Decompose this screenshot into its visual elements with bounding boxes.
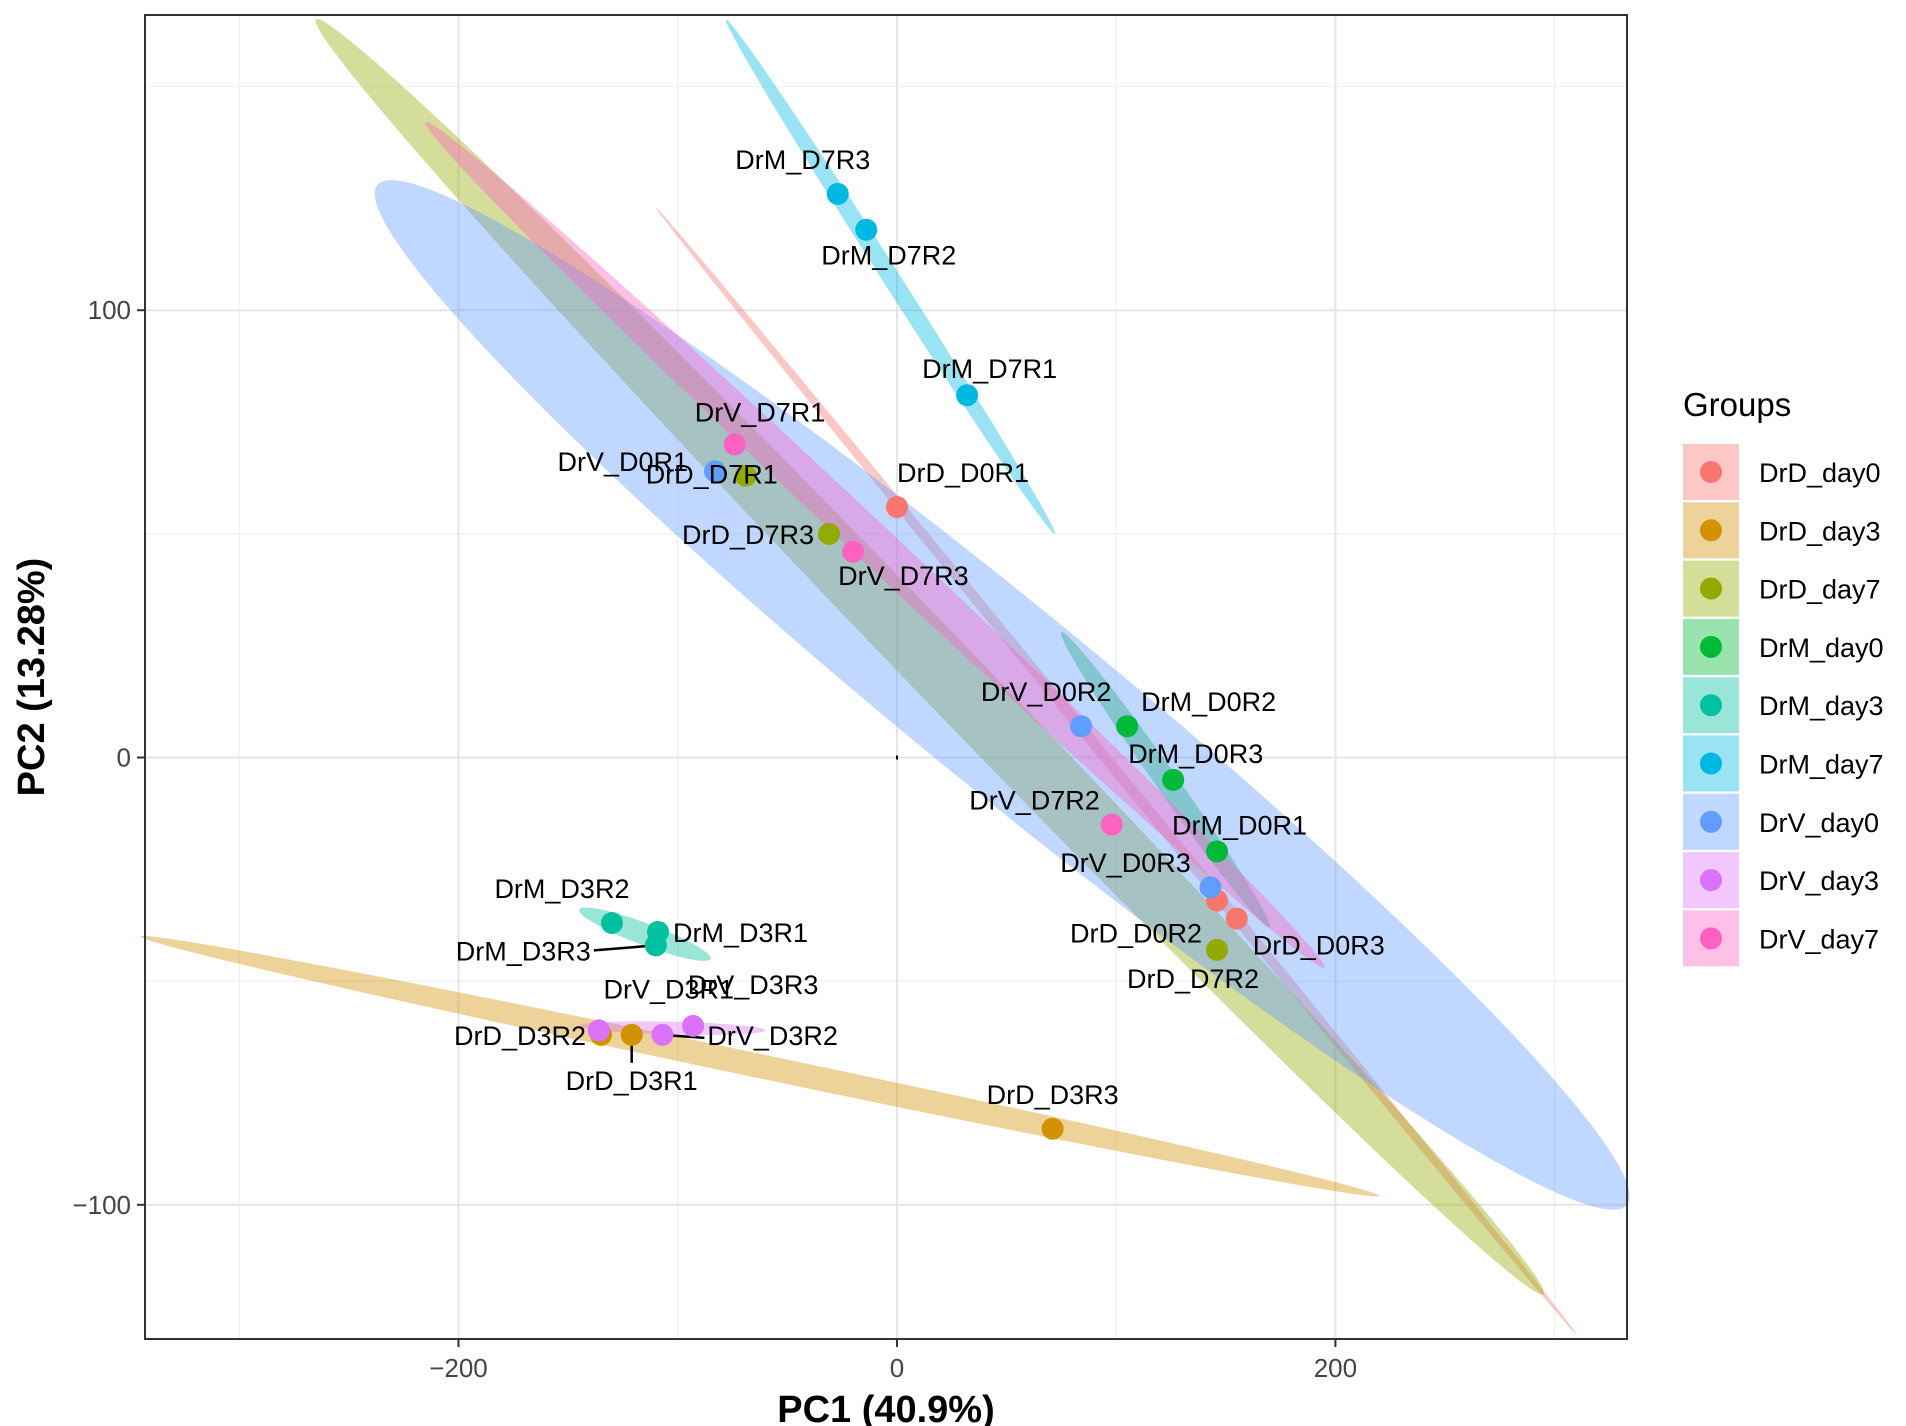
legend-point-DrV_day0 [1700, 810, 1722, 833]
label-DrD_D3R1: DrD_D3R1 [566, 1066, 698, 1096]
point-labels: DrD_D0R1 DrD_D0R2 DrD_D0R3 DrD_D3R1 DrD_D3R2… [454, 145, 1385, 1110]
point-DrV_D0R3 [1199, 876, 1222, 899]
legend: Groups DrD_day0 DrD_day3 DrD_day7 DrM_day0 D… [1683, 386, 1884, 967]
major-gridlines [145, 15, 1627, 1339]
label-DrM_D3R1: DrM_D3R1 [673, 918, 808, 948]
point-DrV_D3R3 [682, 1014, 705, 1037]
legend-point-DrD_day3 [1700, 519, 1722, 542]
x-axis-title: PC1 (40.9%) [777, 1389, 995, 1426]
label-DrD_D7R1: DrD_D7R1 [646, 460, 778, 490]
legend-label-DrV_day7: DrV_day7 [1759, 924, 1879, 954]
point-DrD_D7R1 [734, 464, 757, 487]
label-DrV_D0R2: DrV_D0R2 [981, 677, 1112, 707]
ellipse-DrD_day0 [655, 207, 1577, 1335]
data-points [587, 182, 1248, 1140]
legend-point-DrM_day7 [1700, 752, 1722, 775]
y-axis: 100 0 −100 [72, 295, 145, 1220]
point-DrM_D7R3 [826, 182, 849, 205]
point-DrD_D7R2 [1206, 938, 1229, 961]
legend-point-DrM_day3 [1700, 694, 1722, 717]
label-DrV_D7R2: DrV_D7R2 [969, 786, 1100, 816]
legend-label-DrM_day3: DrM_day3 [1759, 691, 1884, 721]
ellipse-DrM_day7 [725, 19, 1055, 534]
x-tick-label: 200 [1314, 1353, 1357, 1383]
legend-point-DrM_day0 [1700, 635, 1722, 658]
x-tick-label: −200 [429, 1353, 488, 1383]
y-tick-label: 0 [117, 743, 131, 773]
panel-background [145, 15, 1627, 1339]
legend-point-DrV_day3 [1700, 869, 1722, 892]
legend-label-DrM_day0: DrM_day0 [1759, 633, 1884, 663]
legend-label-DrD_day7: DrD_day7 [1759, 575, 1881, 605]
group-ellipses [140, 19, 1630, 1335]
legend-title: Groups [1683, 386, 1791, 423]
point-DrD_D3R1 [620, 1023, 643, 1046]
legend-label-DrV_day0: DrV_day0 [1759, 808, 1879, 838]
x-tick-label: 0 [890, 1353, 904, 1383]
legend-point-DrV_day7 [1700, 927, 1722, 950]
label-DrM_D3R3: DrM_D3R3 [456, 936, 591, 966]
label-DrM_D7R3: DrM_D7R3 [735, 145, 870, 175]
point-DrM_D7R2 [855, 218, 878, 241]
label-DrV_D3R1: DrV_D3R1 [604, 974, 735, 1004]
ellipse-DrV_day7 [425, 122, 1325, 968]
label-DrD_D0R2: DrD_D0R2 [1070, 919, 1202, 949]
ellipse-DrD_day3 [140, 935, 1380, 1197]
y-axis-title: PC2 (13.28%) [11, 558, 53, 797]
label-DrD_D0R1: DrD_D0R1 [897, 458, 1029, 488]
label-DrV_D3R2: DrV_D3R2 [707, 1021, 838, 1051]
legend-label-DrD_day0: DrD_day0 [1759, 458, 1881, 488]
point-DrV_D7R3 [842, 540, 865, 563]
label-DrD_D3R3: DrD_D3R3 [987, 1080, 1119, 1110]
label-DrM_D7R2: DrM_D7R2 [821, 241, 956, 271]
panel-border [144, 14, 1628, 1340]
point-DrM_D3R3 [644, 934, 667, 957]
point-DrM_D0R2 [1116, 715, 1139, 738]
point-DrM_D0R1 [1206, 840, 1229, 863]
point-DrM_D3R2 [600, 912, 623, 935]
point-DrD_D0R3 [1225, 907, 1248, 930]
label-DrV_D3R3: DrV_D3R3 [688, 970, 819, 1000]
legend-point-DrD_day0 [1700, 461, 1722, 483]
point-DrV_D0R1 [704, 460, 726, 483]
point-DrV_D7R2 [1100, 813, 1123, 836]
point-DrM_D7R1 [956, 384, 979, 407]
label-DrD_D3R2: DrD_D3R2 [454, 1021, 586, 1051]
point-DrV_D7R1 [723, 433, 746, 456]
label-DrM_D0R2: DrM_D0R2 [1141, 687, 1276, 717]
label-DrV_D7R1: DrV_D7R1 [695, 397, 826, 427]
label-DrD_D7R3: DrD_D7R3 [682, 520, 814, 550]
point-DrM_D0R3 [1162, 768, 1185, 791]
legend-label-DrD_day3: DrD_day3 [1759, 516, 1881, 546]
label-DrM_D0R1: DrM_D0R1 [1172, 810, 1307, 840]
point-DrD_D3R3 [1041, 1117, 1064, 1140]
point-DrV_D3R2 [651, 1023, 674, 1046]
minor-gridlines [145, 15, 1627, 1339]
ellipse-DrV_day0 [374, 180, 1630, 1210]
ellipse-DrD_day7 [315, 19, 1545, 1295]
y-tick-label: 100 [88, 295, 131, 325]
label-DrD_D7R2: DrD_D7R2 [1127, 964, 1259, 994]
point-DrV_D3R1 [587, 1019, 610, 1042]
label-DrV_D0R1: DrV_D0R1 [557, 447, 688, 477]
legend-label-DrV_day3: DrV_day3 [1759, 866, 1879, 896]
label-DrM_D7R1: DrM_D7R1 [922, 354, 1057, 384]
label-DrV_D7R3: DrV_D7R3 [838, 561, 969, 591]
x-axis: −200 0 200 [429, 1339, 1357, 1383]
label-DrM_D0R3: DrM_D0R3 [1128, 739, 1263, 769]
point-DrV_D0R2 [1070, 715, 1093, 738]
point-DrD_D7R3 [818, 522, 840, 545]
label-DrD_D0R3: DrD_D0R3 [1253, 931, 1385, 961]
point-DrD_D0R1 [885, 496, 908, 519]
label-DrV_D0R3: DrV_D0R3 [1060, 848, 1191, 878]
legend-label-DrM_day7: DrM_day7 [1759, 750, 1884, 780]
label-DrM_D3R2: DrM_D3R2 [494, 874, 629, 904]
y-tick-label: −100 [72, 1190, 131, 1220]
legend-point-DrD_day7 [1700, 577, 1722, 600]
